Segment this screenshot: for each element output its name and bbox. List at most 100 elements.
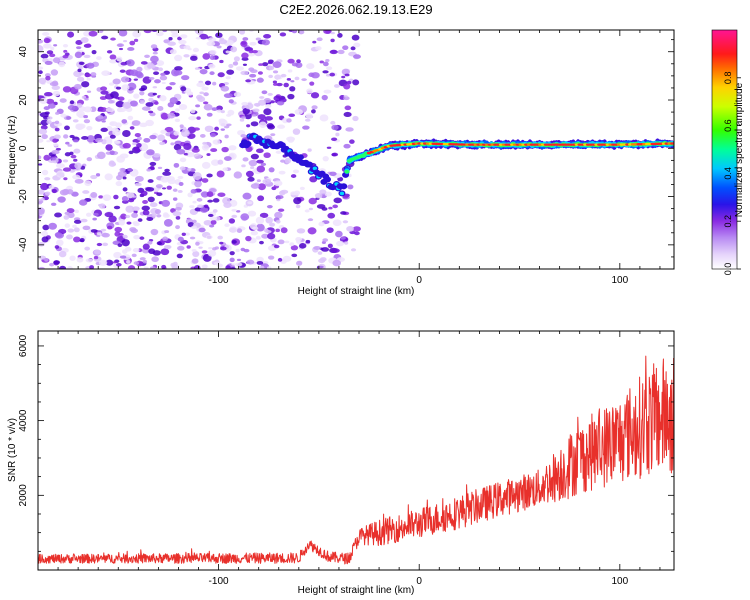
heatmap-cell bbox=[201, 264, 208, 269]
heatmap-cell bbox=[56, 170, 65, 178]
heatmap-cell bbox=[275, 195, 284, 200]
heatmap-cell bbox=[217, 192, 226, 197]
heatmap-cell bbox=[136, 142, 142, 148]
heatmap-cell bbox=[342, 220, 349, 224]
heatmap-cell bbox=[174, 206, 182, 211]
heatmap-cell bbox=[275, 228, 280, 233]
heatmap-cell bbox=[74, 162, 82, 169]
heatmap-cell bbox=[286, 118, 292, 123]
heatmap-cell bbox=[277, 257, 283, 262]
heatmap-cell bbox=[205, 235, 213, 240]
heatmap-cell bbox=[134, 182, 142, 187]
heatmap-cell bbox=[56, 239, 64, 247]
heatmap-cell bbox=[74, 209, 80, 214]
heatmap-cell bbox=[351, 34, 360, 41]
y-tick-label: 6000 bbox=[18, 334, 29, 357]
heatmap-cell bbox=[149, 161, 157, 166]
heatmap-cell bbox=[235, 210, 241, 213]
heatmap-cell bbox=[337, 49, 345, 55]
heatmap-cell bbox=[44, 191, 51, 196]
heatmap-cell bbox=[329, 171, 337, 177]
x-tick-label: 100 bbox=[611, 576, 628, 587]
heatmap-cell bbox=[73, 227, 80, 233]
heatmap-cell bbox=[265, 216, 273, 224]
heatmap-cell bbox=[295, 62, 303, 68]
heatmap-cell bbox=[242, 63, 247, 66]
heatmap-cell bbox=[231, 239, 237, 244]
heatmap-cell bbox=[169, 97, 178, 104]
y-tick-label: -20 bbox=[18, 189, 29, 204]
heatmap-cell bbox=[139, 122, 148, 128]
heatmap-cell bbox=[290, 174, 297, 178]
heatmap-cell bbox=[118, 30, 128, 37]
heatmap-cell bbox=[139, 236, 145, 240]
heatmap-cell bbox=[148, 110, 154, 114]
heatmap-cell bbox=[89, 265, 95, 269]
heatmap-cell bbox=[38, 77, 47, 85]
heatmap-cell bbox=[264, 229, 272, 234]
heatmap-cell bbox=[78, 199, 88, 206]
heatmap-cell bbox=[350, 46, 356, 51]
heatmap-cell bbox=[52, 90, 61, 97]
heatmap-cell bbox=[289, 86, 296, 92]
heatmap-cell bbox=[178, 181, 184, 187]
heatmap-frame bbox=[37, 29, 675, 270]
heatmap-cell bbox=[38, 242, 45, 247]
heatmap-cell bbox=[102, 242, 109, 247]
y-tick-label: 20 bbox=[18, 94, 29, 106]
heatmap-cell bbox=[77, 123, 86, 129]
heatmap-cell bbox=[252, 226, 259, 231]
heatmap-cell bbox=[157, 134, 166, 142]
heatmap-cell bbox=[100, 228, 107, 232]
heatmap-cell bbox=[148, 97, 154, 102]
heatmap-cell bbox=[143, 137, 151, 143]
heatmap-cell bbox=[44, 60, 53, 66]
heatmap-cell bbox=[277, 124, 286, 129]
heatmap-cell bbox=[329, 49, 338, 55]
heatmap-cell bbox=[219, 59, 224, 64]
heatmap-cell bbox=[115, 100, 125, 108]
heatmap-cell bbox=[202, 101, 209, 105]
heatmap-cell bbox=[240, 213, 250, 221]
heatmap-cell bbox=[156, 214, 162, 218]
heatmap-cell bbox=[263, 34, 272, 39]
heatmap-cell bbox=[208, 247, 213, 250]
heatmap-cell bbox=[62, 43, 69, 48]
heatmap-cell bbox=[54, 212, 63, 218]
heatmap-cell bbox=[318, 258, 326, 264]
heatmap-cell bbox=[46, 50, 54, 55]
heatmap-cell bbox=[292, 169, 300, 174]
heatmap-cell bbox=[86, 125, 93, 131]
heatmap-cell bbox=[277, 239, 285, 245]
heatmap-cell bbox=[99, 96, 107, 101]
heatmap-cell bbox=[109, 150, 115, 156]
heatmap-cell bbox=[151, 213, 158, 217]
heatmap-cell bbox=[266, 123, 274, 129]
heatmap-cell bbox=[183, 152, 189, 156]
heatmap-cell bbox=[198, 246, 203, 249]
heatmap-cell bbox=[258, 63, 264, 66]
heatmap-cell bbox=[229, 226, 238, 233]
heatmap-cell bbox=[217, 235, 223, 240]
heatmap-cell bbox=[180, 129, 190, 138]
heatmap-cell bbox=[259, 265, 265, 269]
heatmap-cell bbox=[56, 163, 65, 169]
heatmap-cell bbox=[183, 45, 191, 50]
heatmap-cell bbox=[49, 53, 56, 58]
heatmap-cell bbox=[173, 70, 183, 76]
heatmap-cell bbox=[323, 61, 329, 67]
heatmap-cell bbox=[163, 244, 172, 250]
heatmap-cell bbox=[269, 222, 276, 227]
heatmap-cell bbox=[241, 52, 249, 59]
heatmap-cell bbox=[344, 169, 350, 174]
heatmap-cell bbox=[40, 53, 49, 59]
heatmap-cell bbox=[188, 115, 197, 121]
heatmap-cell bbox=[86, 43, 91, 48]
heatmap-cell bbox=[155, 184, 163, 189]
heatmap-cell bbox=[132, 195, 137, 198]
heatmap-cell bbox=[211, 107, 218, 111]
heatmap-cell bbox=[322, 70, 329, 74]
heatmap-cell bbox=[242, 107, 250, 115]
heatmap-cell bbox=[40, 230, 49, 237]
heatmap-ticks bbox=[37, 30, 674, 270]
